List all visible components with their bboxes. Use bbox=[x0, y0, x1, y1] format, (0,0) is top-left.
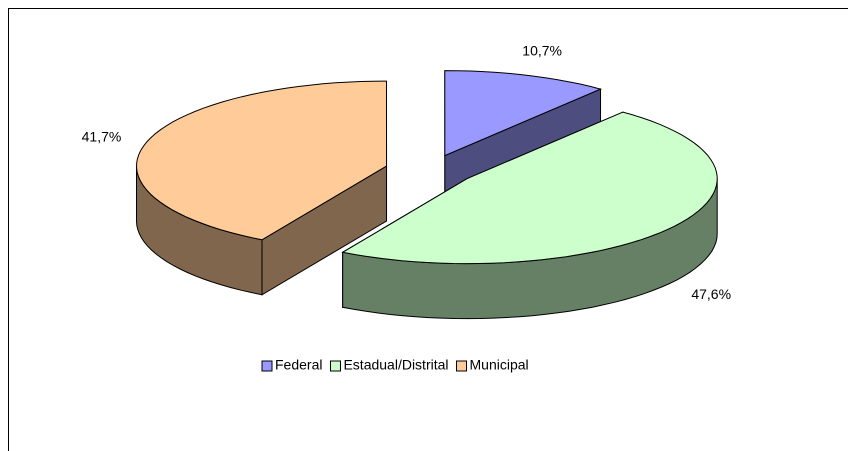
legend-swatch bbox=[261, 360, 273, 372]
chart-frame bbox=[8, 8, 848, 451]
slice bbox=[444, 70, 603, 157]
legend-label: Federal bbox=[275, 357, 322, 373]
legend-swatch bbox=[329, 360, 341, 372]
legend-label: Municipal bbox=[470, 357, 529, 373]
legend-label: Estadual/Distrital bbox=[343, 357, 448, 373]
slice bbox=[341, 111, 718, 265]
data-label: 47,6% bbox=[691, 286, 731, 302]
data-label: 41,7% bbox=[82, 128, 122, 144]
slice bbox=[136, 80, 388, 241]
data-label: 10,7% bbox=[522, 42, 562, 58]
legend-swatch bbox=[456, 360, 468, 372]
